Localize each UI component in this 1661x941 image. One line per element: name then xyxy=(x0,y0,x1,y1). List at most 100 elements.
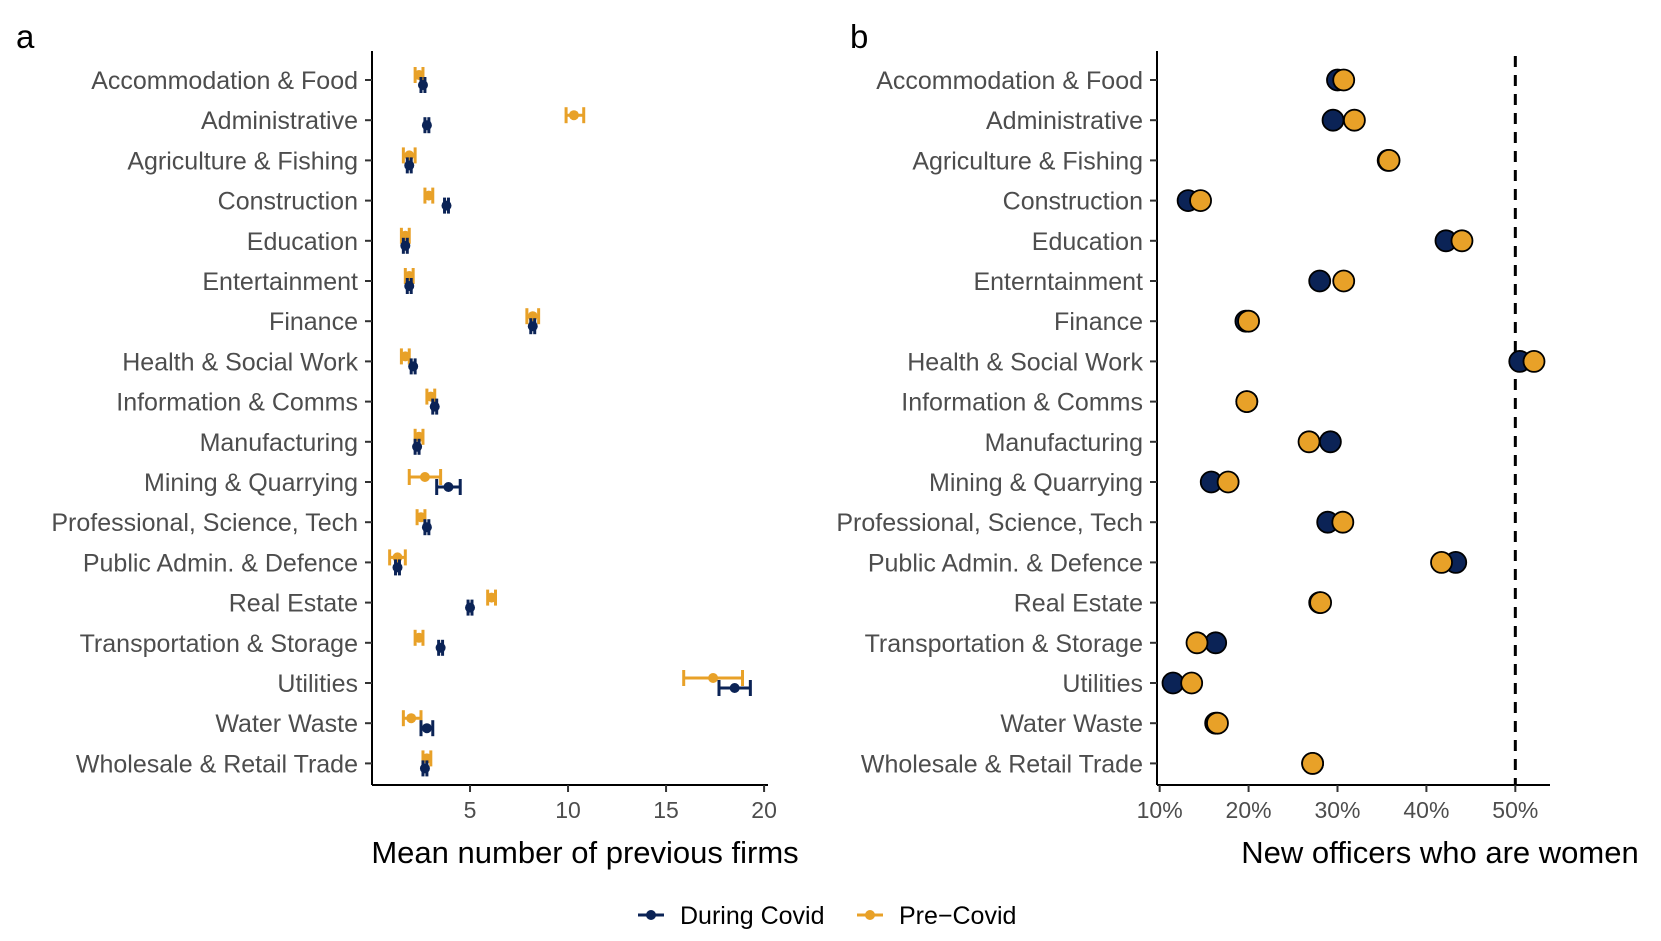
category-label: Public Admin. & Defence xyxy=(868,549,1143,577)
pre-point xyxy=(1185,631,1209,655)
pre-point xyxy=(1332,68,1356,92)
category-label: Construction xyxy=(1003,188,1143,216)
pre-point xyxy=(1522,349,1546,373)
during-point xyxy=(404,160,415,171)
category-label: Transportation & Storage xyxy=(80,630,358,658)
pre-point xyxy=(1297,430,1321,454)
category-label: Administrative xyxy=(986,107,1143,135)
during-point xyxy=(419,763,430,774)
panel-b-label: b xyxy=(850,18,868,55)
category-label: Enterntainment xyxy=(973,268,1143,296)
during-point xyxy=(441,200,452,211)
category-label: Education xyxy=(1032,228,1143,256)
during-point xyxy=(465,602,476,613)
during-point xyxy=(417,80,428,90)
during-point xyxy=(1318,430,1342,454)
category-label: Health & Social Work xyxy=(122,348,358,376)
during-point xyxy=(429,401,440,412)
category-label: Real Estate xyxy=(229,590,358,618)
x-tick-label: 10 xyxy=(555,797,581,823)
category-label: Administrative xyxy=(201,107,358,135)
category-label: Agriculture & Fishing xyxy=(912,147,1143,175)
pre-point xyxy=(419,472,430,482)
pre-point xyxy=(568,110,579,121)
x-tick-label: 50% xyxy=(1492,797,1538,823)
category-label: Mining & Quarrying xyxy=(144,469,358,497)
legend-pre-label: Pre−Covid xyxy=(899,902,1016,930)
legend: During Covid Pre−Covid xyxy=(638,902,1016,930)
pre-point xyxy=(486,592,497,603)
pre-point xyxy=(1237,309,1260,333)
panel-b-chart: Accommodation & Food Administrative Agricu… xyxy=(836,51,1550,823)
pre-point xyxy=(708,673,719,683)
category-label: Manufacturing xyxy=(200,429,358,457)
during-point xyxy=(404,281,415,291)
category-label: Utilities xyxy=(1062,670,1143,698)
category-label: Water Waste xyxy=(215,710,358,738)
category-label: Mining & Quarrying xyxy=(929,469,1143,497)
category-label: Utilities xyxy=(277,670,358,698)
category-label: Water Waste xyxy=(1000,710,1143,738)
during-point xyxy=(1308,269,1332,293)
category-label: Finance xyxy=(269,308,358,336)
pre-point xyxy=(1235,390,1259,414)
pre-point xyxy=(1180,671,1204,695)
pre-point xyxy=(406,713,417,724)
during-point xyxy=(443,482,454,492)
category-label: Construction xyxy=(218,188,358,216)
category-label: Real Estate xyxy=(1014,590,1143,618)
panel-b-x-axis-title: New officers who are women xyxy=(1241,835,1638,870)
category-label: Entertainment xyxy=(202,268,358,296)
pre-point xyxy=(414,632,425,643)
pre-point xyxy=(404,271,415,281)
during-point xyxy=(527,321,538,332)
x-tick-label: 20 xyxy=(751,797,777,823)
pre-point xyxy=(1301,752,1324,775)
x-tick-label: 5 xyxy=(464,797,477,823)
during-point xyxy=(729,683,740,693)
x-tick-label: 10% xyxy=(1137,797,1183,823)
during-point xyxy=(400,240,411,251)
pre-point xyxy=(1216,470,1240,494)
category-label: Public Admin. & Defence xyxy=(83,549,358,577)
pre-point xyxy=(392,552,403,563)
pre-point xyxy=(400,230,411,241)
panel-a-x-axis-title: Mean number of previous firms xyxy=(371,835,798,870)
legend-during-marker xyxy=(646,910,656,920)
x-tick-label: 40% xyxy=(1403,797,1449,823)
during-point xyxy=(408,361,419,372)
category-label: Agriculture & Fishing xyxy=(127,147,358,175)
pre-point xyxy=(1206,711,1229,735)
panel-a-chart: Accommodation & Food Administrative Agricu… xyxy=(51,51,777,823)
pre-point xyxy=(425,391,436,402)
category-label: Finance xyxy=(1054,308,1143,336)
category-label: Professional, Science, Tech xyxy=(836,509,1143,537)
pre-point xyxy=(1342,108,1366,132)
pre-point xyxy=(423,190,434,201)
x-tick-label: 30% xyxy=(1314,797,1360,823)
during-point xyxy=(421,723,432,734)
category-label: Manufacturing xyxy=(985,429,1143,457)
legend-during-label: During Covid xyxy=(680,902,825,930)
x-tick-label: 15 xyxy=(653,797,679,823)
during-point xyxy=(421,120,432,131)
x-tick-label: 20% xyxy=(1226,797,1272,823)
during-point xyxy=(421,522,432,533)
category-label: Education xyxy=(247,228,358,256)
during-point xyxy=(435,642,446,653)
legend-pre-marker xyxy=(865,910,875,920)
pre-point xyxy=(1377,148,1401,172)
panel-a-label: a xyxy=(16,18,35,55)
during-point xyxy=(412,441,423,452)
pre-point xyxy=(1331,510,1355,534)
pre-point xyxy=(527,311,538,322)
pre-point xyxy=(1309,591,1333,614)
pre-point xyxy=(1430,551,1453,574)
category-label: Professional, Science, Tech xyxy=(51,509,358,537)
category-label: Accommodation & Food xyxy=(876,67,1143,95)
pre-point xyxy=(404,150,415,161)
category-label: Information & Comms xyxy=(901,389,1143,417)
category-label: Information & Comms xyxy=(116,389,358,417)
category-label: Health & Social Work xyxy=(907,348,1143,376)
category-label: Wholesale & Retail Trade xyxy=(861,750,1143,778)
